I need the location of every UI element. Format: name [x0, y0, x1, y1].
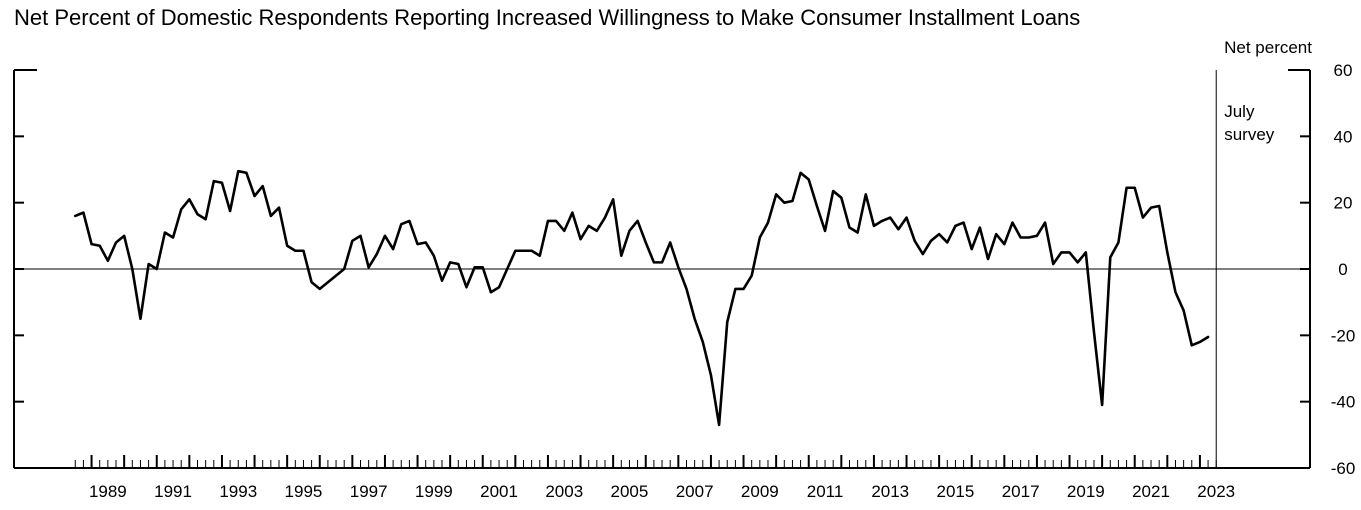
x-tick-label: 2023: [1197, 482, 1235, 501]
x-tick-label: 1991: [154, 482, 192, 501]
y-tick-label: 0: [1338, 260, 1347, 279]
y-tick-label: 40: [1334, 127, 1353, 146]
y-tick-label: 60: [1334, 61, 1353, 80]
x-tick-label: 1989: [89, 482, 127, 501]
y-axis: 60 40 20 0 -20 -40 -60: [14, 61, 1355, 478]
x-tick-label: 2017: [1002, 482, 1040, 501]
x-tick-label: 2003: [545, 482, 583, 501]
x-tick-label: 2001: [480, 482, 518, 501]
x-tick-label: 1993: [219, 482, 257, 501]
x-tick-label: 2021: [1132, 482, 1170, 501]
series-line-group: [73, 169, 1210, 427]
x-tick-label: 2019: [1067, 482, 1105, 501]
annotation-label: July: [1224, 102, 1255, 121]
y-tick-label: -20: [1331, 326, 1356, 345]
x-tick-label: 1997: [350, 482, 388, 501]
y-tick-label: 20: [1334, 194, 1353, 213]
x-tick-label: 2013: [871, 482, 909, 501]
x-tick-label: 2011: [807, 482, 844, 501]
y-axis-unit-label: Net percent: [1224, 38, 1312, 57]
x-tick-label: 2015: [937, 482, 975, 501]
x-tick-label: 2007: [676, 482, 714, 501]
series-line: [73, 169, 1210, 427]
y-tick-label: -60: [1331, 459, 1356, 478]
july-survey-annotation: July survey: [1215, 70, 1275, 468]
x-axis: 1989 1991 1993 1995 1997 1999 2001 2003 2005 2007…: [74, 455, 1235, 501]
x-tick-label: 2005: [611, 482, 649, 501]
x-tick-label: 2009: [741, 482, 779, 501]
x-tick-label: 1995: [285, 482, 323, 501]
y-tick-label: -40: [1331, 393, 1356, 412]
annotation-label: survey: [1224, 125, 1275, 144]
chart-title: Net Percent of Domestic Respondents Repo…: [14, 5, 1080, 30]
x-tick-label: 1999: [415, 482, 453, 501]
